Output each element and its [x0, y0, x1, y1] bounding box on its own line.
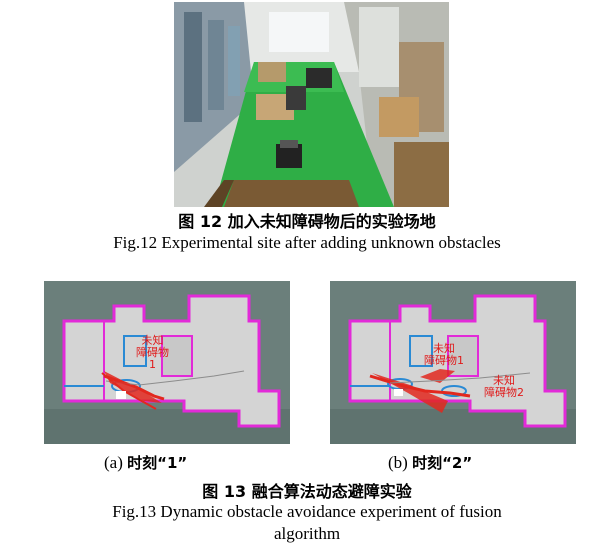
subfigure-b-label: (b) 时刻“2” [388, 452, 472, 473]
experimental-site-photo [174, 2, 449, 207]
figure-13-caption-en-line1: Fig.13 Dynamic obstacle avoidance experi… [112, 502, 502, 521]
figure-13-caption-en-line2: algorithm [273, 524, 341, 543]
figure-12-caption-cn: 图 12 加入未知障碍物后的实验场地 [178, 212, 436, 231]
subfigure-letter: (b) [388, 453, 408, 472]
unknown-obstacle-1-label: 未知 障碍物 1 [136, 335, 169, 371]
subfigure-a-label: (a) 时刻“1” [104, 452, 187, 473]
map-panel-a: 未知 障碍物 1 [44, 281, 290, 444]
unknown-obstacle-1-label: 未知 障碍物1 [424, 343, 464, 367]
subfigure-time-label: 时刻“1” [127, 454, 188, 472]
obstacle-label-text: 未知 障碍物2 [484, 374, 524, 399]
unknown-obstacle-2-label: 未知 障碍物2 [484, 375, 524, 399]
map-panel-b: 未知 障碍物1 未知 障碍物2 [330, 281, 576, 444]
figure-12-caption-en: Fig.12 Experimental site after adding un… [113, 233, 501, 252]
subfigure-letter: (a) [104, 453, 123, 472]
figure-13-caption-cn: 图 13 融合算法动态避障实验 [202, 482, 412, 501]
obstacle-label-text: 未知 障碍物1 [424, 342, 464, 367]
subfigure-time-label: 时刻“2” [412, 454, 473, 472]
obstacle-label-text: 未知 障碍物 1 [136, 334, 169, 371]
